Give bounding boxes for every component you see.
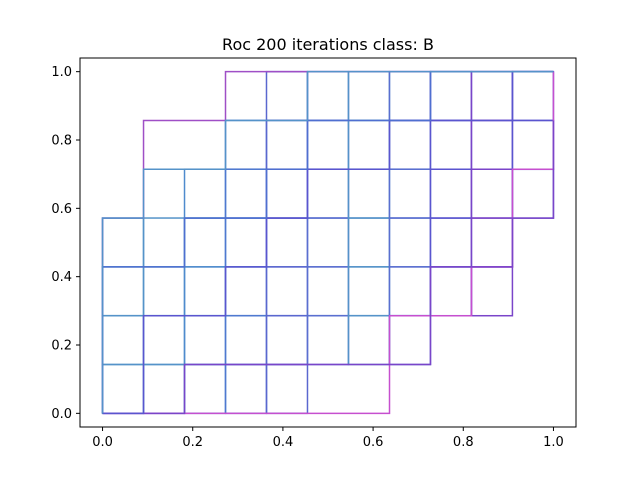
y-tick-label: 0.6 <box>51 202 72 217</box>
x-tick-label: 1.0 <box>543 435 564 450</box>
roc-series-line <box>101 70 554 414</box>
roc-series-line <box>101 70 554 414</box>
y-tick-label: 0.8 <box>51 134 72 149</box>
y-tick-label: 0.4 <box>51 270 72 285</box>
x-tick-label: 0.2 <box>182 435 203 450</box>
x-tick-label: 0.8 <box>453 435 474 450</box>
roc-series-line <box>102 120 555 415</box>
plot-frame <box>79 57 577 428</box>
x-axis-ticks: 0.0 0.2 0.4 0.6 0.8 1.0 <box>92 427 564 450</box>
plot-series <box>101 70 555 415</box>
x-tick-label: 0.4 <box>273 435 294 450</box>
chart-title: Roc 200 iterations class: B <box>222 35 434 54</box>
y-tick-label: 0.2 <box>51 339 72 354</box>
roc-series-line <box>102 70 554 415</box>
x-tick-label: 0.6 <box>363 435 384 450</box>
x-tick-label: 0.0 <box>92 435 113 450</box>
y-tick-label: 0.0 <box>51 407 72 422</box>
y-axis-ticks: 0.0 0.2 0.4 0.6 0.8 1.0 <box>51 65 80 422</box>
y-tick-label: 1.0 <box>51 65 72 80</box>
